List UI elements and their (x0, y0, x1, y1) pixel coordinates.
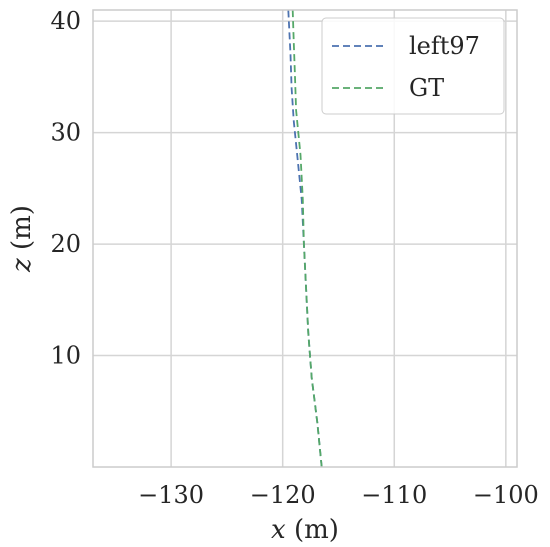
x-tick-label: −130 (138, 481, 204, 509)
x-tick-label: −110 (361, 481, 427, 509)
legend: left97 GT (321, 17, 505, 115)
x-tick-label: −120 (250, 481, 316, 509)
x-axis-unit: (m) (286, 515, 339, 545)
y-tick-label: 10 (50, 342, 81, 370)
y-tick-label: 40 (50, 7, 81, 35)
y-tick-label: 30 (50, 119, 81, 147)
series-line-left97 (287, 9, 323, 468)
y-tick-label: 20 (50, 230, 81, 258)
tick-labels: −130 −120 −110 −100 10 20 30 40 (50, 7, 538, 509)
legend-label-gt: GT (409, 74, 444, 102)
series-layer (287, 9, 323, 468)
plot-frame (92, 9, 518, 468)
legend-box (321, 17, 505, 115)
y-axis-label: z (m) (7, 205, 37, 273)
y-axis-variable: z (7, 258, 37, 273)
y-axis-unit: (m) (7, 205, 37, 258)
x-tick-label: −100 (473, 481, 539, 509)
legend-label-left97: left97 (409, 32, 480, 60)
x-axis-label: x (m) (271, 515, 339, 545)
series-line-gt (291, 9, 323, 468)
x-axis-variable: x (271, 515, 286, 545)
